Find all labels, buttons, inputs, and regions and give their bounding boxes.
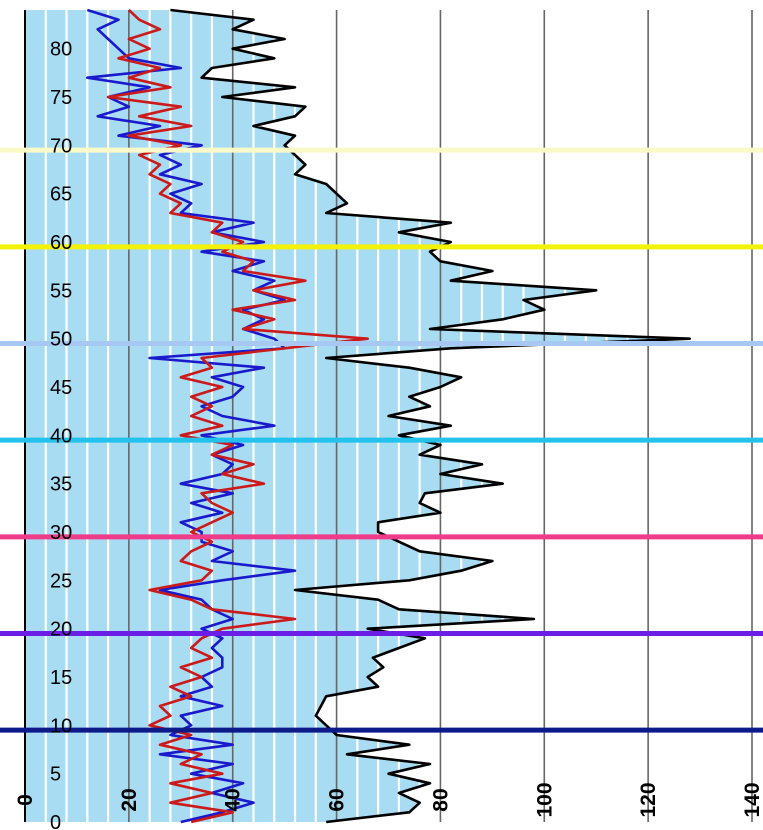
x-tick-label: 140 [741,782,763,817]
y-tick-label: 60 [50,232,72,254]
y-tick-label: 45 [50,377,72,399]
x-tick-label: 0 [14,794,37,806]
x-tick-label: 100 [533,782,556,817]
y-tick-label: 40 [50,425,72,447]
y-tick-label: 30 [50,522,72,544]
x-tick-label: 20 [118,788,141,811]
y-tick-label: 75 [50,87,72,109]
depth-series-red [106,9,370,824]
y-tick-label: 70 [50,135,72,157]
y-tick-label: 35 [50,474,72,496]
y-tick-label: 5 [50,764,61,786]
x-tick-label: 80 [429,788,452,811]
depth-series-blue [86,8,297,824]
y-tick-label: 50 [50,329,72,351]
y-tick-label: 15 [50,667,72,689]
x-tick-label: 60 [326,788,349,811]
y-tick-label: 20 [50,619,72,641]
x-tick-label: 120 [637,782,660,817]
x-tick-label: 40 [222,788,245,811]
y-tick-label: 55 [50,280,72,302]
y-tick-label: 65 [50,184,72,206]
y-tick-label: 25 [50,570,72,592]
depth-series-black [170,8,692,824]
y-tick-label: 80 [50,39,72,61]
y-tick-label: 0 [50,812,61,830]
y-tick-label: 10 [50,715,72,737]
